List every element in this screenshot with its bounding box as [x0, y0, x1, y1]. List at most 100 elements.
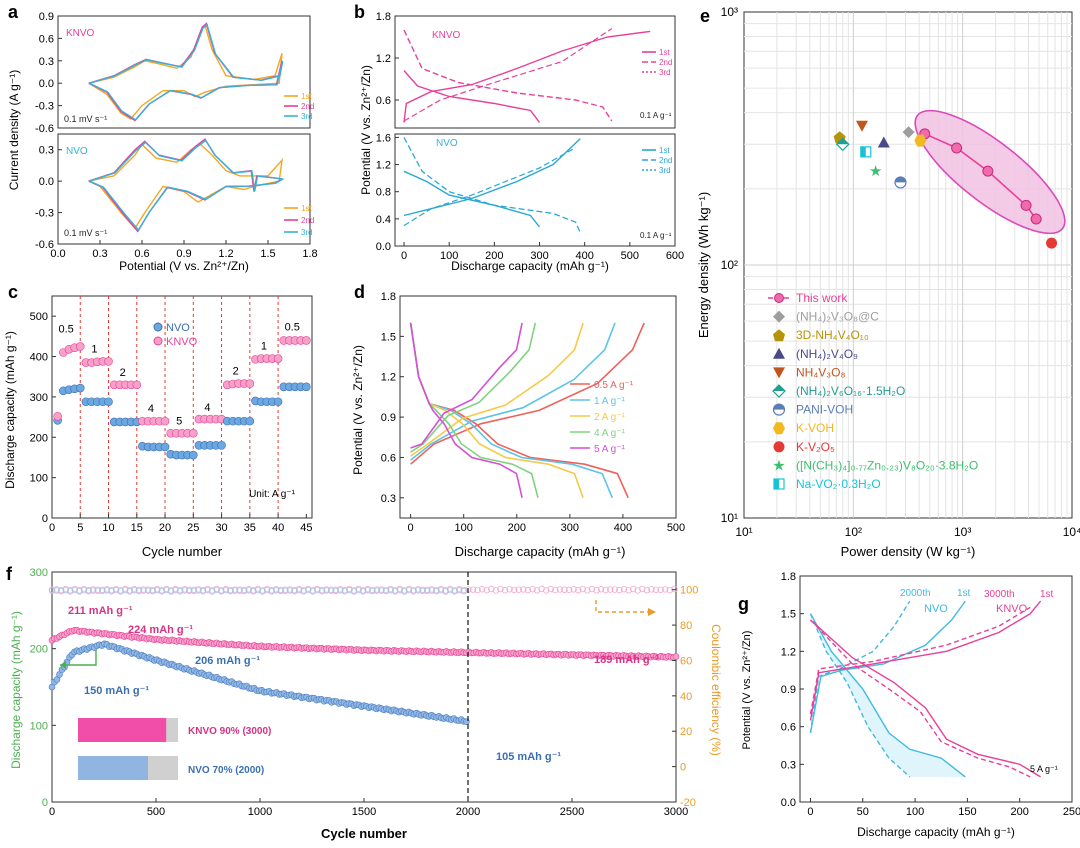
ce-point-nvo [131, 587, 138, 594]
ce-point-nvo [117, 588, 124, 595]
series-label-knvo: KNVO [432, 30, 461, 41]
ce-point-knvo [611, 586, 619, 593]
legend-label: 3D-NH₄V₄O₁₀ [796, 328, 869, 342]
panel-letter: b [354, 2, 365, 22]
retention-label-knvo: KNVO 90% (3000) [188, 726, 271, 737]
y-axis-label-right: Coulombic efficiency (%) [709, 624, 723, 756]
x-tick-label: 400 [575, 250, 593, 262]
x-axis-label: Discharge capacity (mAh g⁻¹) [455, 544, 626, 559]
rate-label: 0.5 [58, 323, 73, 335]
ce-point-nvo [71, 586, 79, 594]
ce-point-nvo [437, 586, 445, 594]
gcd-cycling-plot: 0 50 100 150 200 250 0.0 0.3 0.6 0.9 1.2 1.5 1.8 2000… [781, 571, 1080, 818]
data-point-this-work [982, 165, 994, 177]
capacity-loss-shade [810, 613, 966, 777]
data-point-nvo [245, 416, 255, 426]
legend-label: KNVO [166, 336, 198, 348]
gcd-nvo-2nd-charge [403, 147, 576, 227]
ce-point-knvo [497, 585, 504, 593]
panel-letter: a [8, 2, 19, 22]
ce-point-nvo [67, 588, 74, 595]
x-tick-label: 500 [667, 522, 685, 534]
gcd-charge-curve [410, 322, 523, 449]
ce-point-nvo [460, 587, 468, 595]
y-tick-label: 10² [721, 258, 738, 272]
ce-point-knvo [643, 587, 651, 594]
ce-point-nvo [236, 587, 243, 594]
ce-point-nvo [218, 588, 225, 595]
legend-marker [773, 441, 785, 453]
cycling-plot: 0 500 1000 1500 2000 2500 3000 0 100 200 300 -20 0 20… [30, 567, 699, 818]
x-tick-label: 1.2 [218, 248, 233, 260]
y-tick-label: 100 [30, 473, 48, 485]
data-point-nvo [302, 382, 311, 392]
legend-label: 2nd [301, 102, 314, 111]
legend-marker [773, 329, 785, 342]
retention-bar-knvo [78, 718, 167, 742]
legend-marker [773, 310, 785, 323]
ce-point-nvo [263, 586, 271, 594]
y-tick-label: 300 [30, 567, 48, 579]
ce-point-nvo [410, 588, 417, 595]
ce-point-nvo [282, 587, 289, 594]
rate-label: 1 [261, 340, 267, 352]
legend-label: NH₄V₃O₈ [796, 365, 845, 379]
y-tick-label: 0.8 [376, 187, 391, 199]
y-tick-label-right: 80 [680, 620, 692, 632]
ce-point-knvo [597, 586, 605, 593]
ce-point-knvo [478, 586, 486, 593]
ce-point-nvo [231, 587, 239, 594]
ce-point-nvo [181, 587, 188, 594]
ce-point-nvo [53, 587, 60, 594]
legend-label: 5 A g⁻¹ [594, 444, 626, 455]
panel-b: b 0.6 1.2 1.8 0.0 0.4 0.8 1.2 1.6 0 100 200 300 400 5… [354, 2, 684, 273]
ce-point-nvo [103, 587, 111, 594]
y-tick-label: 0.9 [781, 684, 796, 696]
data-point-literature: ★ [869, 163, 882, 180]
panel-a: a -0.6 -0.3 0.0 0.3 0.6 0.9 -0.6 -0.3 0.0 0.3 0.0 0… [7, 2, 318, 273]
ragone-plot: 10¹ 10² 10³ 10⁴ 10¹ 10² 10³ ★ This work (NH₄)₂V₃O… [721, 5, 1080, 539]
rate-label: 1 [91, 344, 97, 356]
data-point-literature-fill [836, 138, 849, 145]
y-axis-label-left: Discharge capacity (mAh g⁻¹) [9, 611, 23, 769]
panel-letter: g [738, 594, 749, 614]
ce-point-nvo [254, 586, 262, 594]
data-point-this-work [1030, 213, 1042, 225]
data-point-knvo [53, 411, 62, 421]
ce-point-nvo [456, 587, 463, 594]
axes: -0.6 -0.3 0.0 0.3 0.6 0.9 -0.6 -0.3 0.0 0.3 0.0 0.3… [35, 11, 318, 260]
ce-point-knvo [570, 586, 577, 593]
ce-point-knvo [474, 586, 481, 594]
data-point-nvo [189, 450, 198, 460]
ce-point-nvo [378, 587, 385, 594]
panel-letter: c [8, 282, 18, 302]
ce-point-nvo [305, 586, 312, 594]
y-tick-label: 0 [42, 513, 48, 525]
ce-point-nvo [373, 587, 381, 594]
y-tick-label: 0.3 [39, 145, 54, 157]
x-tick-label: 400 [614, 522, 632, 534]
y-tick-label-right: -20 [680, 797, 696, 809]
x-tick-label: 1500 [352, 806, 376, 818]
x-tick-label: 10⁴ [1063, 525, 1080, 539]
ce-point-knvo [607, 586, 614, 593]
rate-label: 5 [176, 415, 182, 427]
ce-point-nvo [314, 586, 321, 594]
x-tick-label: 500 [621, 250, 639, 262]
plot-frame [57, 15, 311, 129]
y-tick-label: 10¹ [721, 511, 738, 525]
y-tick-label: 100 [30, 720, 48, 732]
data-point-knvo [104, 357, 113, 366]
ce-point-nvo [419, 587, 426, 595]
annotation-nvo-initial: 150 mAh g⁻¹ [84, 685, 149, 697]
x-tick-label: 150 [958, 806, 976, 818]
ce-point-nvo [80, 586, 88, 594]
y-tick-label: 0.6 [39, 33, 54, 45]
ce-point-nvo [442, 588, 449, 595]
annotation-knvo-max: 224 mAh g⁻¹ [128, 624, 193, 636]
arrowhead [60, 661, 66, 669]
x-tick-label: 3000 [664, 806, 688, 818]
ce-point-nvo [350, 588, 358, 595]
x-tick-label: 0.0 [50, 248, 65, 260]
